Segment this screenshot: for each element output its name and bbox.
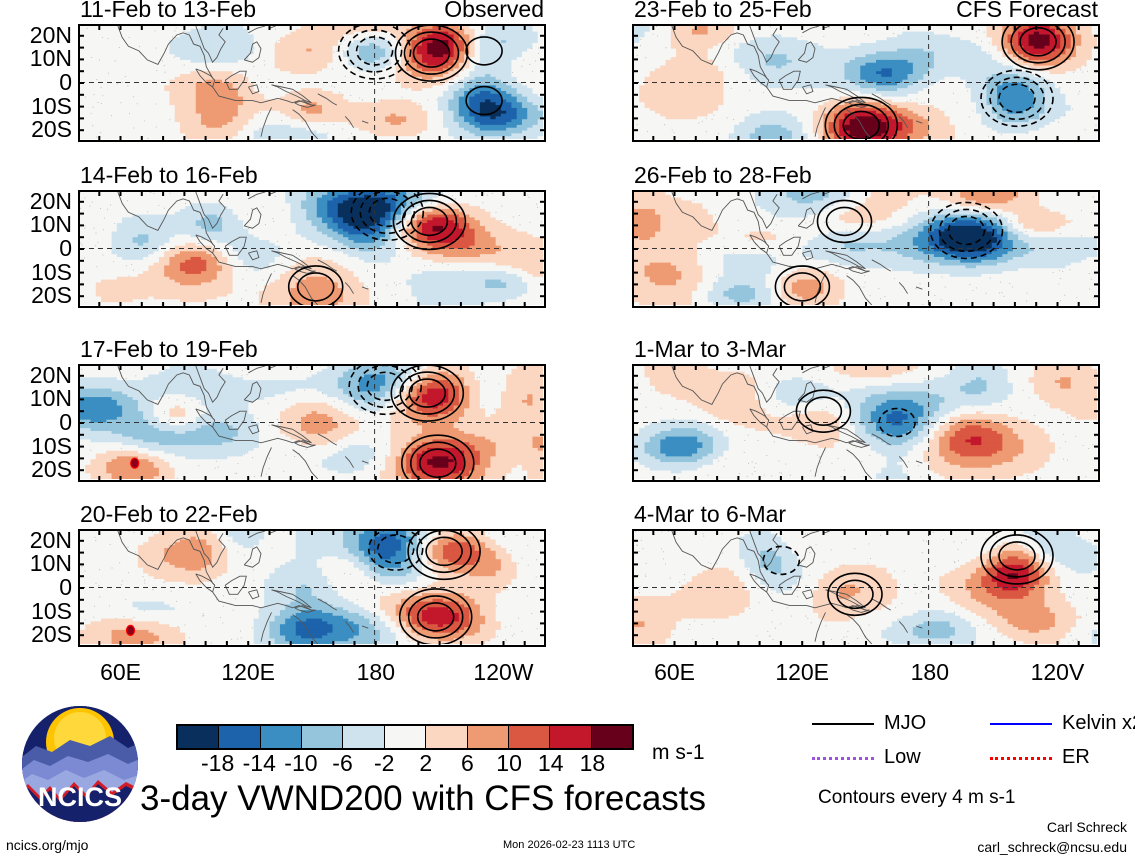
ncics-logo: NCICS <box>22 706 138 822</box>
panel-title: 23-Feb to 25-Feb <box>634 0 812 21</box>
x-axis-tick-label: 60E <box>87 661 155 684</box>
y-axis-tick-label: 20S <box>0 458 72 481</box>
y-axis-tick-label: 10S <box>0 599 72 623</box>
colorbar-tick-label: -18 <box>188 752 248 775</box>
x-axis-tick-label: 120W <box>469 661 537 684</box>
colorbar-tick-label: -6 <box>313 752 373 775</box>
panel-title: 17-Feb to 19-Feb <box>80 338 258 361</box>
legend-line-swatch <box>990 757 1052 760</box>
y-axis-tick-label: 10S <box>0 94 72 118</box>
colorbar-swatch <box>466 726 508 748</box>
panel-plot-area <box>78 529 546 647</box>
colorbar-swatch <box>342 726 384 748</box>
y-axis-tick-label: 20N <box>0 363 72 387</box>
x-axis-tick-label: 180 <box>896 661 964 684</box>
panel-title: 14-Feb to 16-Feb <box>80 164 258 187</box>
y-axis-tick-label: 10S <box>0 260 72 284</box>
panel-p6: 26-Feb to 28-Feb <box>632 164 1100 308</box>
colorbar-swatch <box>301 726 343 748</box>
y-axis-tick-label: 20S <box>0 623 72 646</box>
colorbar-tick-label: 18 <box>562 752 622 775</box>
panel-p8: 4-Mar to 6-Mar <box>632 503 1100 647</box>
panel-p4: 20-Feb to 22-Feb <box>78 503 546 647</box>
y-axis-tick-label: 10N <box>0 387 72 410</box>
colorbar-swatch <box>590 726 632 748</box>
author-email: carl_schreck@ncsu.edu <box>977 840 1127 854</box>
panel-plot-area <box>78 24 546 142</box>
colorbar-swatch <box>425 726 467 748</box>
colorbar-swatch <box>549 726 591 748</box>
y-axis-tick-label: 20S <box>0 284 72 307</box>
colorbar-swatch <box>259 726 302 748</box>
y-axis-tick-label: 20N <box>0 23 72 47</box>
panel-plot-area <box>632 529 1100 647</box>
legend-line-swatch <box>812 757 874 760</box>
contour-interval-note: Contours every 4 m s-1 <box>818 788 1015 807</box>
colorbar <box>176 724 634 750</box>
colorbar-swatch <box>383 726 426 748</box>
panel-title: 4-Mar to 6-Mar <box>634 503 786 526</box>
legend-label: MJO <box>884 713 926 733</box>
panel-title: 26-Feb to 28-Feb <box>634 164 812 187</box>
legend-line-swatch <box>812 723 874 725</box>
colorbar-tick-label: 10 <box>479 752 539 775</box>
panel-plot-area <box>78 364 546 482</box>
colorbar-swatch <box>218 726 260 748</box>
panel-grid: 11-Feb to 13-Feb Observed 14-Feb to 16-Feb… <box>78 0 1100 647</box>
legend-line-swatch <box>990 723 1052 725</box>
y-axis-tick-label: 20N <box>0 528 72 552</box>
x-axis-tick-label: 120E <box>768 661 836 684</box>
x-axis-tick-label: 60E <box>641 661 709 684</box>
legend-label: Kelvin x2 <box>1062 713 1135 733</box>
y-axis-tick-label: 0 <box>0 576 72 599</box>
panel-p1: 11-Feb to 13-Feb Observed <box>78 0 546 142</box>
colorbar-tick-label: -10 <box>271 752 331 775</box>
panel-p5: 23-Feb to 25-Feb CFS Forecast <box>632 0 1100 142</box>
ncics-logo-text: NCICS <box>38 782 122 812</box>
x-axis-tick-label: 180 <box>342 661 410 684</box>
wave-legend: MJO Kelvin x2 Low ER <box>812 713 1135 775</box>
panel-title: 1-Mar to 3-Mar <box>634 338 786 361</box>
figure-title: 3-day VWND200 with CFS forecasts <box>140 781 706 816</box>
site-url: ncics.org/mjo <box>6 838 88 852</box>
panel-p2: 14-Feb to 16-Feb <box>78 164 546 308</box>
y-axis-tick-label: 0 <box>0 71 72 94</box>
panel-p7: 1-Mar to 3-Mar <box>632 338 1100 482</box>
panel-plot-area <box>78 190 546 308</box>
legend-label: Low <box>884 747 921 767</box>
panel-corner-label: Observed <box>444 0 544 21</box>
panel-p3: 17-Feb to 19-Feb <box>78 338 546 482</box>
panel-plot-area <box>632 24 1100 142</box>
colorbar-swatch <box>507 726 550 748</box>
y-axis-tick-label: 10N <box>0 552 72 575</box>
y-axis-tick-label: 0 <box>0 411 72 434</box>
author-name: Carl Schreck <box>1047 820 1127 834</box>
x-axis-tick-label: 120E <box>214 661 282 684</box>
panel-plot-area <box>632 190 1100 308</box>
y-axis-tick-label: 10N <box>0 47 72 70</box>
colorbar-tick-label: -14 <box>229 752 289 775</box>
colorbar-tick-label: -2 <box>354 752 414 775</box>
y-axis-tick-label: 0 <box>0 237 72 260</box>
panel-title: 20-Feb to 22-Feb <box>80 503 258 526</box>
colorbar-unit-label: m s-1 <box>652 742 705 763</box>
panel-title: 11-Feb to 13-Feb <box>80 0 256 21</box>
colorbar-tick-label: 14 <box>521 752 581 775</box>
y-axis-tick-label: 20N <box>0 189 72 213</box>
y-axis-tick-label: 10N <box>0 213 72 236</box>
colorbar-swatch <box>178 726 219 748</box>
y-axis-tick-label: 20S <box>0 118 72 141</box>
panel-plot-area <box>632 364 1100 482</box>
panel-corner-label: CFS Forecast <box>956 0 1098 21</box>
x-axis-tick-label: 120V <box>1023 661 1091 684</box>
colorbar-tick-label: 2 <box>396 752 456 775</box>
timestamp: Mon 2026-02-23 1113 UTC <box>503 840 635 851</box>
colorbar-tick-label: 6 <box>437 752 497 775</box>
y-axis-tick-label: 10S <box>0 434 72 458</box>
legend-label: ER <box>1062 747 1090 767</box>
